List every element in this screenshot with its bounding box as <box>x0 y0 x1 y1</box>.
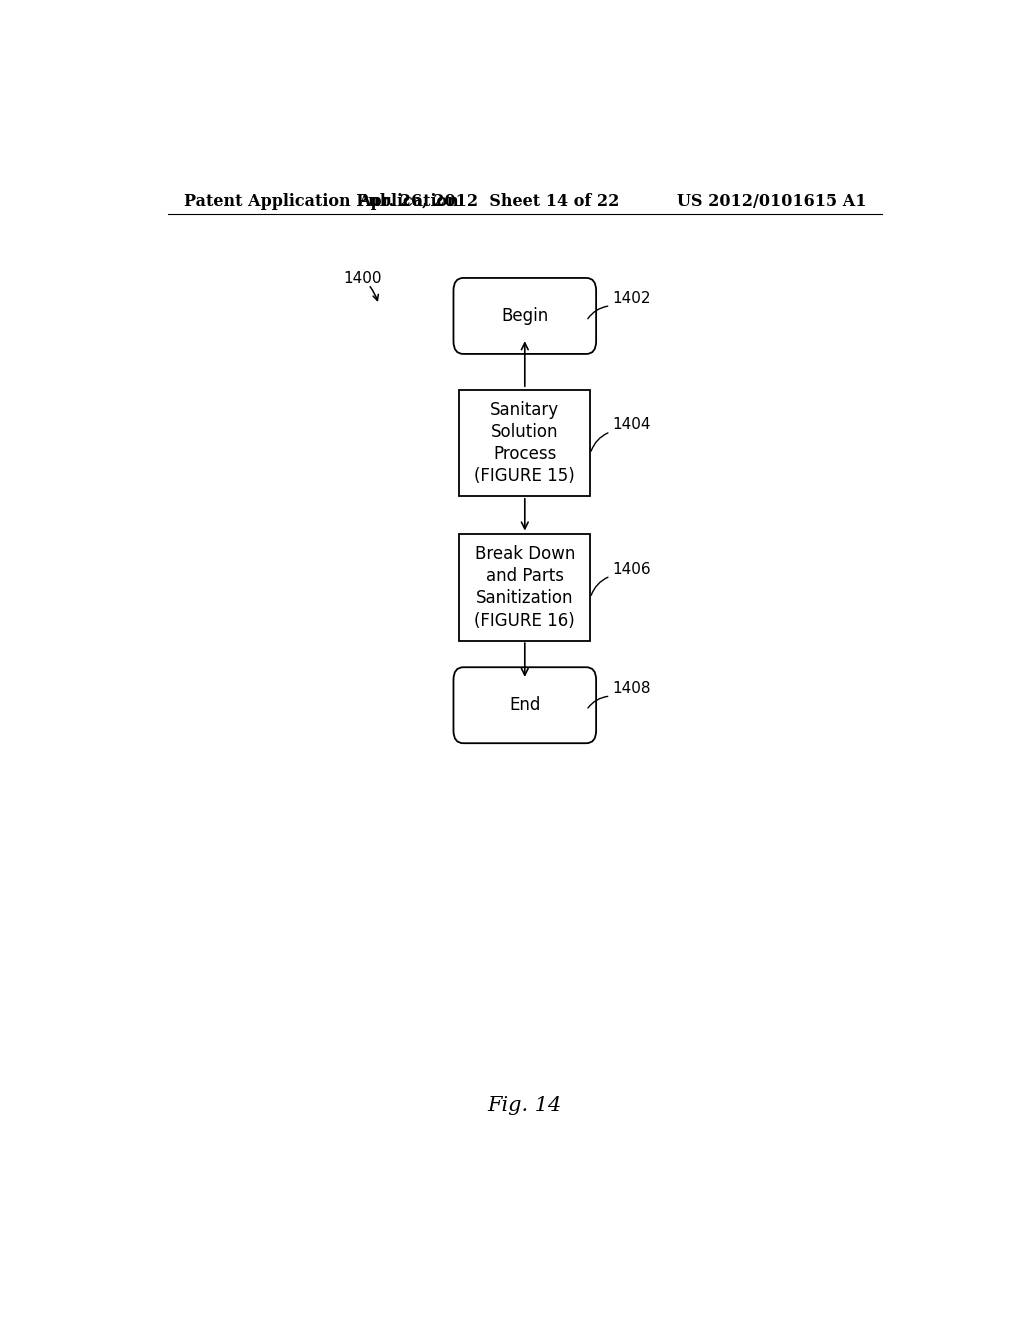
FancyBboxPatch shape <box>454 667 596 743</box>
Text: 1402: 1402 <box>612 292 650 306</box>
Text: Begin: Begin <box>501 308 549 325</box>
Text: 1400: 1400 <box>343 271 381 286</box>
Text: Sanitary
Solution
Process
(FIGURE 15): Sanitary Solution Process (FIGURE 15) <box>474 401 575 486</box>
Text: 1404: 1404 <box>612 417 650 432</box>
Text: US 2012/0101615 A1: US 2012/0101615 A1 <box>677 193 866 210</box>
Text: End: End <box>509 696 541 714</box>
FancyBboxPatch shape <box>454 279 596 354</box>
Text: Fig. 14: Fig. 14 <box>487 1096 562 1115</box>
Bar <box>460 389 590 496</box>
Text: Apr. 26, 2012  Sheet 14 of 22: Apr. 26, 2012 Sheet 14 of 22 <box>358 193 620 210</box>
Text: Patent Application Publication: Patent Application Publication <box>183 193 459 210</box>
Text: Break Down
and Parts
Sanitization
(FIGURE 16): Break Down and Parts Sanitization (FIGUR… <box>474 545 575 630</box>
Text: 1408: 1408 <box>612 681 650 697</box>
Bar <box>460 535 590 640</box>
Text: 1406: 1406 <box>612 561 650 577</box>
